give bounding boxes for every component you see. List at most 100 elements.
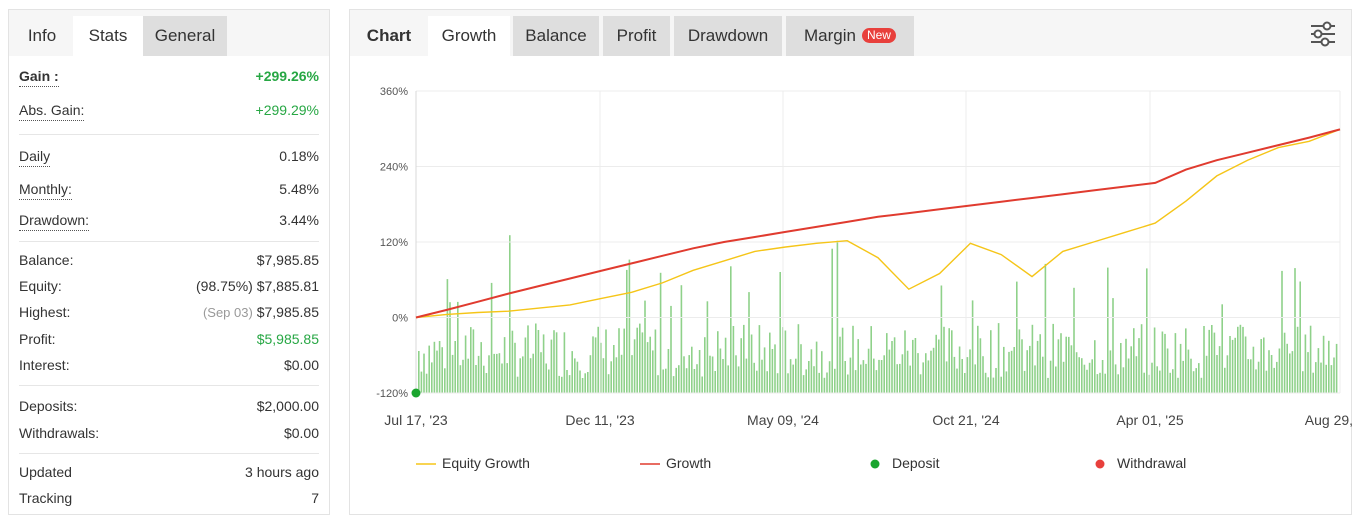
activity-bar — [711, 356, 714, 393]
activity-bar — [1138, 338, 1140, 393]
activity-bar — [883, 355, 885, 393]
x-tick-label: Oct 21, '24 — [932, 412, 999, 428]
activity-bar — [654, 329, 657, 393]
tracking-value: 7 — [311, 490, 319, 506]
tab-profit[interactable]: Profit — [603, 16, 670, 56]
chart-grid — [415, 90, 1341, 394]
activity-bar — [1140, 324, 1143, 393]
gain-row: Gain : +299.26% — [19, 66, 319, 87]
monthly-label[interactable]: Monthly: — [19, 179, 72, 200]
withdrawals-value: $0.00 — [283, 425, 319, 441]
tab-margin[interactable]: Margin New — [786, 16, 914, 56]
tab-info[interactable]: Info — [27, 26, 57, 45]
activity-bar — [826, 372, 828, 393]
activity-bar — [997, 323, 1000, 393]
activity-bar — [696, 364, 698, 393]
activity-bar — [1276, 361, 1278, 393]
activity-bar — [951, 330, 953, 393]
equity-percent: (98.75%) — [196, 278, 253, 294]
activity-bar — [828, 361, 831, 393]
activity-bar — [940, 285, 943, 393]
activity-bar — [810, 349, 813, 393]
activity-bar — [862, 360, 865, 393]
activity-bar — [641, 332, 644, 393]
activity-bar — [977, 325, 979, 393]
activity-bar — [961, 359, 963, 393]
activity-bar — [1174, 333, 1177, 393]
activity-bar — [922, 362, 924, 393]
activity-bar — [1010, 350, 1013, 393]
activity-bar — [542, 334, 545, 393]
legend-equity-growth[interactable]: Equity Growth — [416, 453, 530, 473]
drawdown-label[interactable]: Drawdown: — [19, 210, 90, 231]
legend-deposit-dot — [870, 459, 880, 469]
activity-bar — [680, 285, 683, 393]
activity-bar — [1023, 370, 1026, 393]
activity-bar — [1049, 360, 1052, 393]
equity-label: Equity: — [19, 278, 62, 294]
activity-bar — [971, 300, 974, 393]
activity-bar — [1135, 356, 1138, 393]
y-tick-label: -120% — [376, 388, 408, 400]
activity-bar — [1133, 328, 1135, 393]
activity-bar — [1008, 351, 1010, 393]
balance-value: $7,985.85 — [256, 252, 319, 268]
activity-bar — [607, 374, 610, 393]
legend-growth[interactable]: Growth — [640, 453, 711, 473]
activity-bar — [1005, 371, 1008, 393]
activity-bar — [927, 360, 930, 393]
activity-bar — [698, 350, 701, 393]
activity-bar — [488, 355, 490, 393]
activity-bar — [1127, 358, 1130, 393]
activity-bar — [888, 349, 891, 393]
activity-bar — [1260, 339, 1262, 393]
balance-label: Balance: — [19, 252, 74, 268]
sliders-icon[interactable] — [1309, 20, 1337, 48]
daily-label[interactable]: Daily — [19, 146, 51, 167]
tab-growth[interactable]: Growth — [428, 16, 510, 56]
activity-bar — [449, 302, 451, 393]
activity-bar — [821, 351, 823, 393]
tab-stats[interactable]: Stats — [73, 16, 143, 56]
legend-deposit[interactable]: Deposit — [870, 453, 939, 473]
activity-bar — [1060, 333, 1062, 393]
legend-withdrawal[interactable]: Withdrawal — [1095, 453, 1186, 473]
tab-general[interactable]: General — [143, 16, 227, 56]
activity-bar — [1296, 326, 1299, 393]
activity-bar — [558, 375, 560, 393]
activity-bar — [672, 376, 675, 393]
activity-bar — [784, 330, 787, 393]
activity-bar — [1036, 340, 1039, 393]
updated-value: 3 hours ago — [245, 464, 319, 480]
activity-bar — [1094, 340, 1096, 393]
highest-value-group: (Sep 03) $7,985.85 — [203, 302, 319, 323]
activity-bar — [1068, 336, 1070, 393]
activity-bar — [704, 337, 706, 393]
tab-drawdown[interactable]: Drawdown — [674, 16, 782, 56]
activity-bar — [847, 374, 849, 393]
tab-chart[interactable]: Chart — [366, 26, 412, 45]
growth-line — [415, 128, 1341, 319]
growth-chart[interactable]: 360% 240% 120% 0% -120% Jul 17, '23 Dec 11, '… — [350, 10, 1353, 450]
activity-bar — [919, 374, 922, 393]
tab-balance[interactable]: Balance — [513, 16, 599, 56]
activity-bar — [1198, 363, 1200, 393]
activity-bar — [1104, 373, 1106, 393]
activity-bar — [1070, 345, 1073, 393]
gain-label[interactable]: Gain : — [19, 66, 59, 87]
activity-bar — [758, 325, 761, 393]
activity-bar — [1044, 263, 1047, 393]
activity-bar — [1042, 356, 1044, 393]
tab-margin-label: Margin — [804, 26, 856, 45]
legend-withdrawal-label: Withdrawal — [1117, 455, 1187, 471]
y-tick-label: 0% — [392, 313, 408, 325]
activity-bar — [675, 367, 677, 393]
withdrawals-row: Withdrawals: $0.00 — [19, 423, 319, 443]
abs-gain-label[interactable]: Abs. Gain: — [19, 100, 85, 121]
activity-bar — [1218, 346, 1221, 393]
activity-bar — [587, 372, 589, 393]
activity-bar — [813, 366, 815, 393]
activity-bar — [584, 373, 586, 393]
activity-bar — [1255, 369, 1257, 393]
activity-bar — [896, 364, 898, 393]
